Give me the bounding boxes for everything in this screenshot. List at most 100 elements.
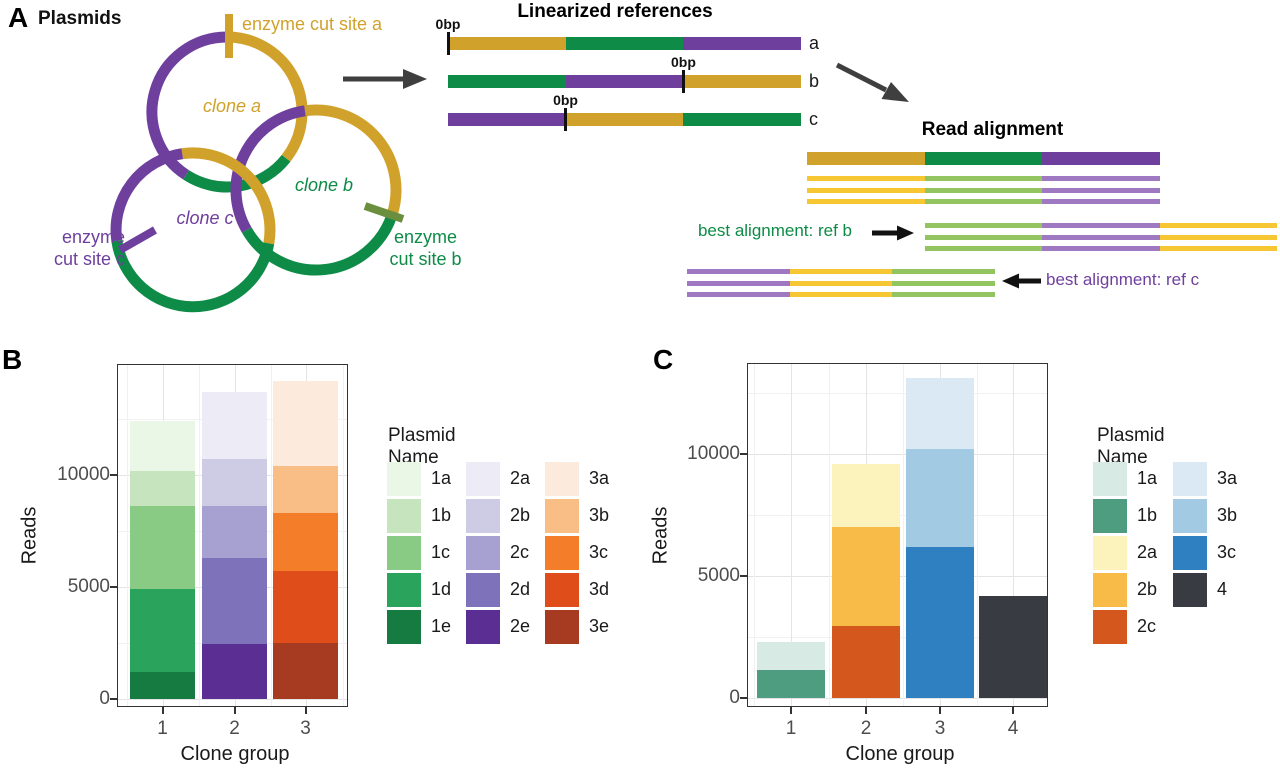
ytick-mark (110, 474, 117, 476)
legend-key-1b (1093, 499, 1127, 533)
legend-key-3a (1173, 462, 1207, 496)
arrow-ref-c (1002, 273, 1041, 289)
legend-key-3b (1173, 499, 1207, 533)
legend-label-2e: 2e (510, 616, 531, 636)
xtick-mark (790, 707, 792, 714)
ytick-mark (740, 575, 747, 577)
gridline-y-major (118, 699, 347, 700)
linearized-ref-b (448, 75, 802, 88)
clone-c-ring-purple-segment (110, 148, 184, 242)
bar-segment-2d (202, 557, 267, 645)
linearized-ref-b-segment-green (448, 75, 567, 88)
clone-a-ring-gold-segment (226, 31, 308, 162)
legend-key-1a (387, 462, 421, 496)
read-row (807, 199, 1161, 204)
bar-segment-1b (130, 470, 195, 507)
clone-b-label: clone b (294, 175, 354, 195)
linearized-ref-c (448, 113, 802, 126)
legend-label-1e: 1e (431, 616, 452, 636)
legend-key-3c (545, 536, 579, 570)
read-alignment-title: Read alignment (921, 119, 1064, 140)
gridline-x-minor (902, 364, 904, 706)
legend-key-1d (387, 573, 421, 607)
cut-site-b-label-line1: enzyme (393, 227, 458, 247)
gridline-x-minor (126, 365, 128, 706)
legend-key-1e (387, 610, 421, 644)
legend-key-1b (387, 499, 421, 533)
alignment-reference-segment-gold (807, 152, 926, 165)
read-row (687, 292, 996, 297)
gridline-x-minor (342, 365, 344, 706)
bar-segment-2b (832, 527, 900, 626)
cut-site-c-tick (118, 226, 157, 254)
read-segment-read_green (925, 223, 1043, 228)
ytick-label: 5000 (67, 576, 110, 597)
ytick-label: 0 (729, 687, 740, 708)
ytick-mark (110, 698, 117, 700)
xtick-label: 1 (157, 718, 168, 739)
legend-label-3e: 3e (589, 616, 610, 636)
legend-label-3c: 3c (589, 542, 609, 562)
read-segment-read_yellow (807, 199, 926, 204)
y-axis-title: Reads (649, 506, 672, 565)
bar-segment-1a (130, 421, 195, 471)
linearized-ref-b-segment-gold (683, 75, 802, 88)
xtick-mark (161, 707, 164, 714)
xtick-label: 4 (1007, 718, 1019, 739)
bar-segment-3a (273, 380, 338, 467)
bar-segment-1b (757, 669, 825, 698)
read-segment-read_green (892, 292, 996, 297)
clone-b-ring-purple-segment (230, 105, 306, 233)
read-row (925, 246, 1278, 251)
read-segment-read_yellow (789, 280, 893, 286)
read-segment-read_yellow (1159, 234, 1278, 240)
gridline-y-minor (748, 393, 1047, 394)
legend-label-2a: 2a (1137, 542, 1158, 562)
legend-key-3b (545, 499, 579, 533)
xtick-label: 3 (300, 718, 311, 739)
read-segment-read_purple (1042, 176, 1161, 181)
read-segment-read_yellow (807, 176, 926, 181)
linearized-ref-a (448, 37, 802, 50)
linearized-ref-c-segment-gold (565, 113, 684, 126)
legend-label-3a: 3a (1217, 468, 1238, 488)
legend-label-3c: 3c (1217, 542, 1237, 562)
y-axis-title: Reads (18, 506, 41, 565)
legend-label-3b: 3b (1217, 505, 1238, 525)
ytick-label: 10000 (687, 443, 740, 464)
bar-segment-3d (273, 571, 338, 643)
read-segment-read_yellow (1159, 223, 1278, 228)
bar-segment-2c (832, 626, 900, 698)
xtick-mark (865, 707, 867, 714)
legend-key-3c (1173, 536, 1207, 570)
linearized-ref-a-segment-green (565, 37, 684, 50)
ytick-label: 10000 (57, 464, 110, 485)
legend-label-2a: 2a (510, 468, 531, 488)
zero-bp-tick-c (564, 108, 568, 131)
linearized-ref-name-c: c (809, 109, 818, 129)
linearized-ref-name-a: a (809, 33, 820, 53)
bar-segment-3c (906, 546, 974, 698)
bar-segment-2b (202, 459, 267, 507)
legend-key-3a (545, 462, 579, 496)
legend-label-1a: 1a (431, 468, 452, 488)
bar-segment-3e (273, 643, 338, 699)
xtick-mark (939, 707, 941, 714)
read-segment-read_yellow (807, 187, 926, 193)
alignment-reference-bar (807, 152, 1161, 165)
legend-key-2b (466, 499, 500, 533)
read-row (687, 269, 996, 274)
xtick-label: 1 (785, 718, 797, 739)
legend-key-1a (1093, 462, 1127, 496)
legend-key-2a (1093, 536, 1127, 570)
read-segment-read_green (925, 246, 1043, 251)
gridline-x-minor (976, 364, 978, 706)
read-segment-read_green (892, 269, 996, 274)
read-segment-read_purple (1042, 246, 1161, 251)
gridline-x-minor (270, 365, 272, 706)
x-axis-title: Clone group (180, 743, 290, 765)
legend-label-2d: 2d (510, 579, 531, 599)
arrow-linearized-to-alignment (835, 62, 909, 102)
legend-key-3e (545, 610, 579, 644)
clone-a-label: clone a (202, 96, 262, 116)
